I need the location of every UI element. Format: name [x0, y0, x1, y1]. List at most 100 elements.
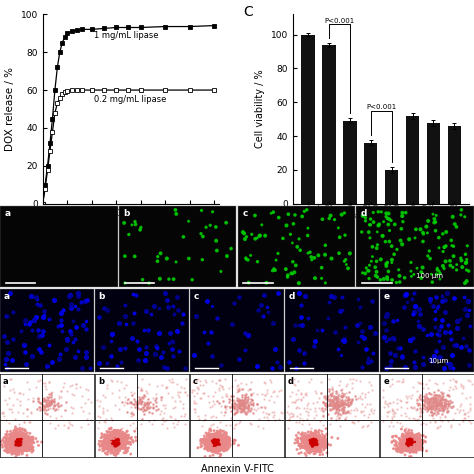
Point — [138, 404, 146, 412]
Point — [1, 447, 9, 454]
Point — [414, 439, 422, 447]
Point — [428, 391, 435, 398]
Point — [346, 395, 353, 403]
Point — [104, 443, 111, 450]
Point — [314, 433, 321, 441]
Point — [109, 431, 117, 438]
Text: d: d — [289, 292, 295, 301]
Point — [4, 436, 11, 444]
Point — [406, 446, 414, 453]
Point — [204, 447, 212, 455]
Point — [213, 439, 221, 447]
Point — [74, 292, 82, 300]
Point — [301, 437, 309, 444]
Point — [423, 395, 430, 402]
Point — [311, 437, 319, 445]
Point — [314, 446, 322, 453]
Point — [48, 398, 56, 405]
Point — [3, 430, 10, 438]
Point — [403, 437, 411, 445]
Point — [117, 435, 125, 442]
Point — [423, 404, 430, 412]
Point — [418, 274, 425, 282]
Point — [214, 424, 221, 431]
Point — [447, 376, 454, 384]
Point — [342, 399, 350, 407]
Point — [10, 436, 18, 443]
Point — [220, 436, 228, 444]
Point — [17, 444, 25, 451]
Point — [343, 261, 350, 268]
Point — [26, 418, 34, 426]
Point — [291, 211, 299, 219]
Point — [116, 444, 124, 451]
Point — [410, 447, 417, 454]
Point — [262, 403, 269, 410]
Point — [21, 438, 29, 445]
Point — [214, 444, 221, 451]
Point — [201, 442, 209, 449]
Point — [28, 437, 36, 445]
Point — [438, 316, 446, 324]
Point — [13, 440, 21, 447]
Point — [309, 440, 316, 448]
Point — [356, 392, 364, 400]
Point — [207, 447, 215, 454]
Point — [425, 402, 433, 410]
Point — [235, 402, 242, 410]
Point — [3, 434, 11, 442]
Point — [326, 385, 333, 393]
Point — [435, 406, 443, 414]
Point — [14, 436, 21, 444]
Point — [1, 397, 9, 404]
Point — [210, 431, 217, 438]
Point — [286, 376, 294, 384]
Point — [214, 435, 221, 443]
Point — [108, 447, 115, 455]
Point — [120, 437, 128, 444]
Point — [397, 440, 404, 447]
Point — [265, 396, 273, 404]
Point — [372, 264, 379, 271]
Point — [123, 431, 131, 439]
Point — [120, 443, 128, 451]
Point — [241, 395, 249, 403]
Point — [446, 364, 454, 371]
Point — [243, 393, 250, 401]
Point — [222, 429, 230, 437]
Point — [9, 436, 17, 444]
Point — [263, 279, 270, 287]
Point — [12, 445, 19, 452]
Point — [22, 436, 29, 444]
Point — [8, 446, 16, 454]
Point — [20, 432, 28, 440]
Point — [208, 442, 215, 450]
Point — [17, 435, 25, 443]
Point — [150, 417, 157, 424]
Point — [410, 443, 418, 450]
Point — [366, 221, 374, 228]
Point — [77, 298, 84, 306]
Point — [315, 448, 323, 456]
Point — [208, 440, 216, 447]
Point — [299, 442, 307, 450]
Point — [3, 446, 11, 453]
Text: C: C — [244, 5, 254, 19]
Point — [18, 437, 26, 445]
Point — [114, 433, 121, 440]
Point — [387, 357, 395, 365]
Point — [7, 438, 14, 446]
Point — [316, 436, 324, 443]
Point — [396, 444, 403, 452]
Point — [318, 443, 326, 451]
Point — [444, 397, 451, 404]
Point — [316, 404, 323, 412]
Point — [316, 446, 323, 454]
Point — [318, 439, 325, 447]
Point — [207, 438, 215, 445]
Point — [14, 439, 21, 447]
Point — [14, 440, 22, 448]
Point — [436, 400, 444, 408]
Point — [14, 438, 22, 445]
Point — [391, 409, 399, 417]
